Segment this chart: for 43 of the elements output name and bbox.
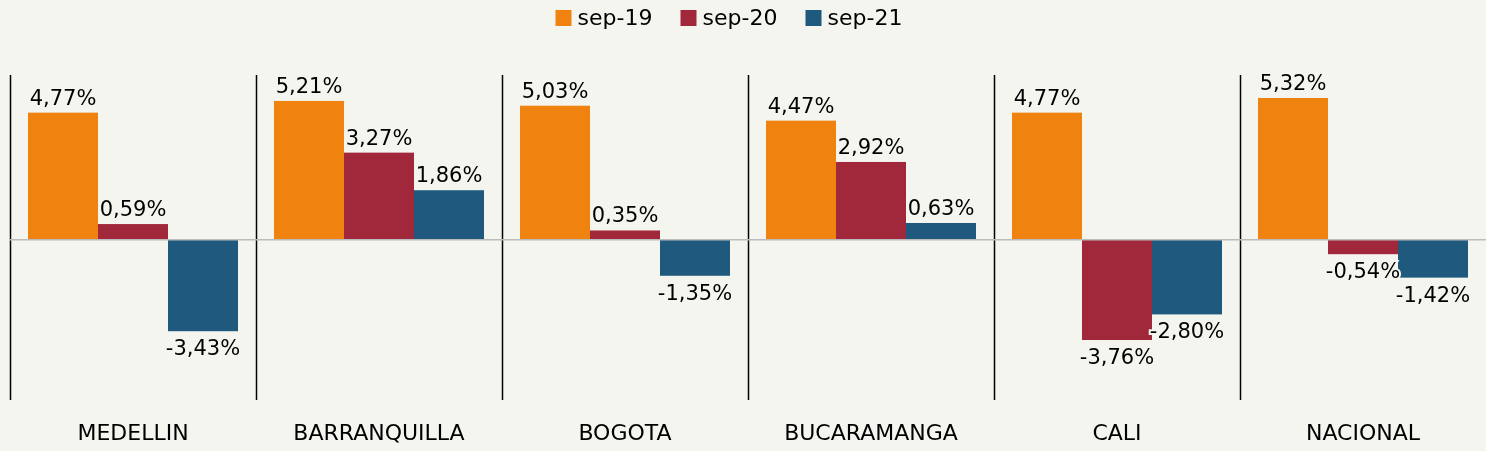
bar: [28, 112, 98, 240]
data-label: 4,77%: [1013, 85, 1081, 110]
data-label: 1,86%: [415, 163, 483, 188]
bar: [1012, 112, 1082, 240]
bar: [1328, 239, 1398, 255]
x-tick-label: BOGOTA: [578, 420, 672, 445]
legend-label: sep-21: [827, 5, 903, 30]
bar: [660, 239, 730, 276]
bar: [98, 224, 168, 240]
bar: [414, 190, 484, 240]
data-label: 5,21%: [275, 73, 343, 98]
bar: [274, 100, 344, 240]
data-label: 3,27%: [345, 125, 413, 150]
bar: [1398, 239, 1468, 278]
x-tick-label: NACIONAL: [1305, 420, 1421, 445]
bar: [1258, 98, 1328, 240]
x-tick-label: MEDELLIN: [77, 420, 189, 445]
data-label: 5,32%: [1259, 71, 1327, 95]
bar: [520, 105, 590, 240]
bar: [1082, 239, 1152, 340]
bar: [836, 161, 906, 240]
data-label: -1,35%: [657, 280, 733, 305]
legend-label: sep-19: [577, 5, 653, 30]
x-tick-label: CALI: [1092, 420, 1142, 445]
x-tick-label: BARRANQUILLA: [293, 420, 465, 445]
x-tick-label: BUCARAMANGA: [784, 420, 958, 445]
legend-label: sep-20: [702, 5, 778, 30]
bar: [344, 152, 414, 240]
data-label: -3,76%: [1079, 345, 1155, 369]
data-label: 0,63%: [907, 196, 975, 220]
bar: [766, 120, 836, 240]
data-label: -3,43%: [165, 336, 241, 361]
data-label: 5,03%: [521, 78, 589, 103]
data-label: 0,35%: [591, 203, 659, 228]
bar: [168, 239, 238, 332]
bar: [906, 223, 976, 240]
data-label: 4,77%: [29, 85, 97, 110]
data-label: -1,42%: [1395, 282, 1471, 307]
data-label: 4,47%: [767, 93, 835, 118]
bar: [590, 230, 660, 240]
data-label: 0,59%: [99, 197, 167, 222]
bar: [1152, 239, 1222, 315]
data-label: 2,92%: [837, 134, 905, 159]
